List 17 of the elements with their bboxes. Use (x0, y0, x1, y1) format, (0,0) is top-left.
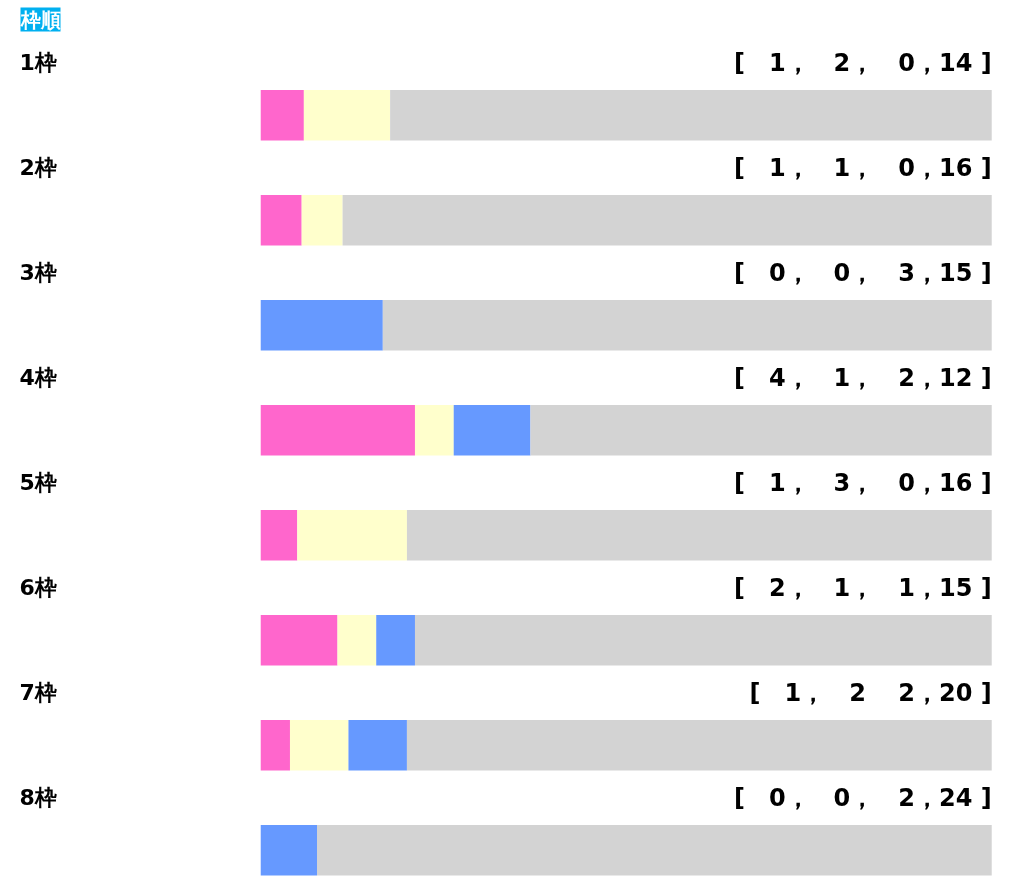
text: 枠順 (19, 7, 61, 32)
annotation: [ 0， 0， 2，24 ] (733, 783, 992, 812)
y-tick-label: 6枠 (19, 575, 57, 601)
y-tick-label: 5枠 (19, 470, 57, 496)
annotation: [ 0， 0， 3，15 ] (733, 258, 992, 287)
y-tick-label: 7枠 (19, 680, 57, 706)
y-tick-label: 4枠 (19, 365, 57, 391)
annotation: [ 1， 2， 0，14 ] (733, 48, 992, 77)
annotation: [ 2， 1， 1，15 ] (733, 573, 992, 602)
annotation: [ 4， 1， 2，12 ] (733, 363, 992, 392)
y-tick-label: 2枠 (19, 155, 57, 181)
y-tick-label: 1枠 (19, 50, 57, 76)
annotation: [ 1， 2 2，20 ] (749, 678, 992, 707)
y-tick-label: 3枠 (19, 260, 57, 286)
y-tick-label: 8枠 (19, 785, 57, 811)
annotation: [ 1， 3， 0，16 ] (733, 468, 992, 497)
annotation: [ 1， 1， 0，16 ] (733, 153, 992, 182)
